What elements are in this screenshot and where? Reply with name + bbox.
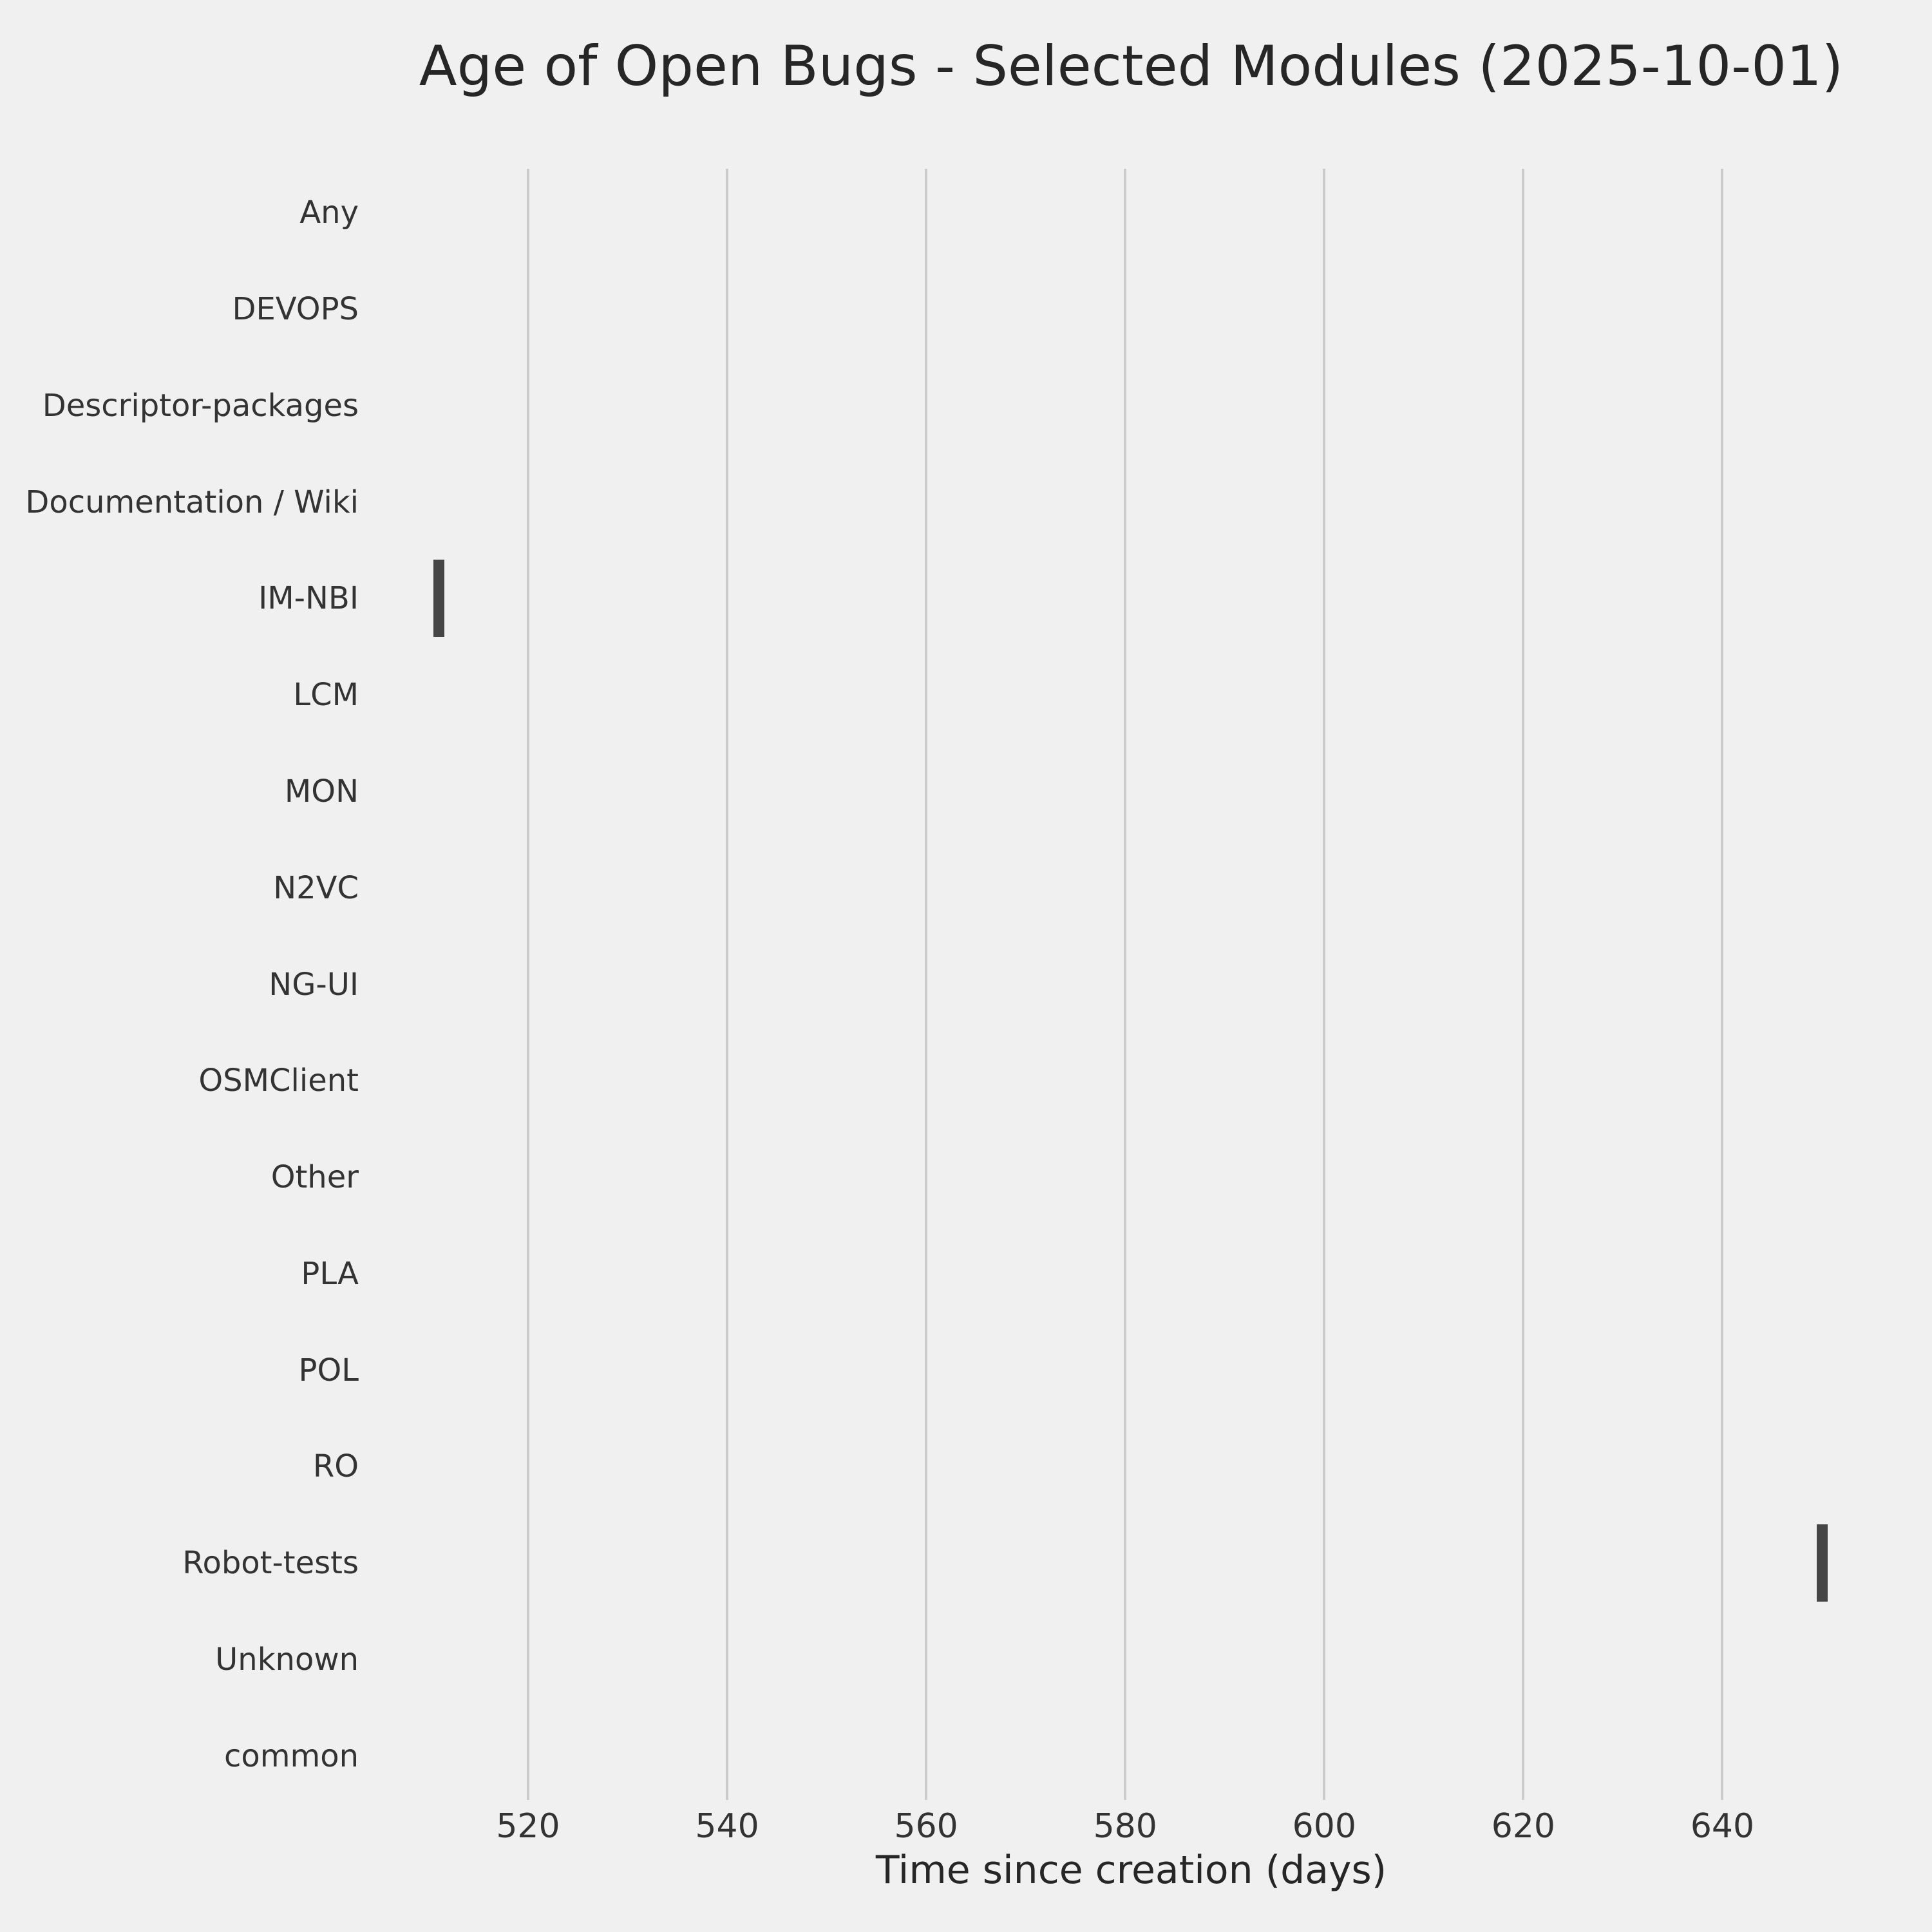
y-tick-label-pol: POL xyxy=(298,1352,359,1388)
y-tick-label-robot-tests: Robot-tests xyxy=(182,1545,359,1582)
y-tick-label-im-nbi: IM-NBI xyxy=(258,580,359,617)
gridline-540 xyxy=(726,169,729,1800)
y-tick-label-unknown: Unknown xyxy=(215,1641,359,1678)
x-tick-label-540: 540 xyxy=(695,1807,759,1846)
gridline-520 xyxy=(526,169,529,1800)
y-tick-label-any: Any xyxy=(299,194,359,231)
bar-im-nbi xyxy=(433,560,445,638)
y-tick-label-pla: PLA xyxy=(301,1255,359,1292)
plot-area xyxy=(364,169,1899,1800)
x-tick-label-600: 600 xyxy=(1292,1807,1356,1846)
x-tick-label-560: 560 xyxy=(894,1807,958,1846)
bar-robot-tests xyxy=(1817,1524,1828,1602)
gridline-640 xyxy=(1721,169,1724,1800)
y-tick-label-devops: DEVOPS xyxy=(232,291,359,328)
chart-title: Age of Open Bugs - Selected Modules (202… xyxy=(419,34,1844,99)
gridline-560 xyxy=(925,169,928,1800)
x-tick-label-520: 520 xyxy=(496,1807,560,1846)
gridline-600 xyxy=(1323,169,1326,1800)
y-tick-label-other: Other xyxy=(270,1159,359,1196)
x-tick-label-580: 580 xyxy=(1093,1807,1157,1846)
gridline-620 xyxy=(1522,169,1525,1800)
y-tick-label-mon: MON xyxy=(284,773,359,810)
y-tick-label-descriptor-packages: Descriptor-packages xyxy=(42,387,359,424)
y-tick-label-n2vc: N2VC xyxy=(273,869,359,906)
x-axis-label: Time since creation (days) xyxy=(875,1848,1387,1893)
y-tick-label-ng-ui: NG-UI xyxy=(269,966,359,1003)
y-tick-label-ro: RO xyxy=(312,1448,359,1485)
y-tick-label-documentation-wiki: Documentation / Wiki xyxy=(25,484,359,520)
y-tick-label-common: common xyxy=(223,1738,359,1774)
y-tick-label-osmclient: OSMClient xyxy=(198,1063,359,1099)
x-tick-label-640: 640 xyxy=(1690,1807,1755,1846)
y-tick-label-lcm: LCM xyxy=(293,677,359,714)
gridline-580 xyxy=(1124,169,1127,1800)
x-tick-label-620: 620 xyxy=(1491,1807,1555,1846)
